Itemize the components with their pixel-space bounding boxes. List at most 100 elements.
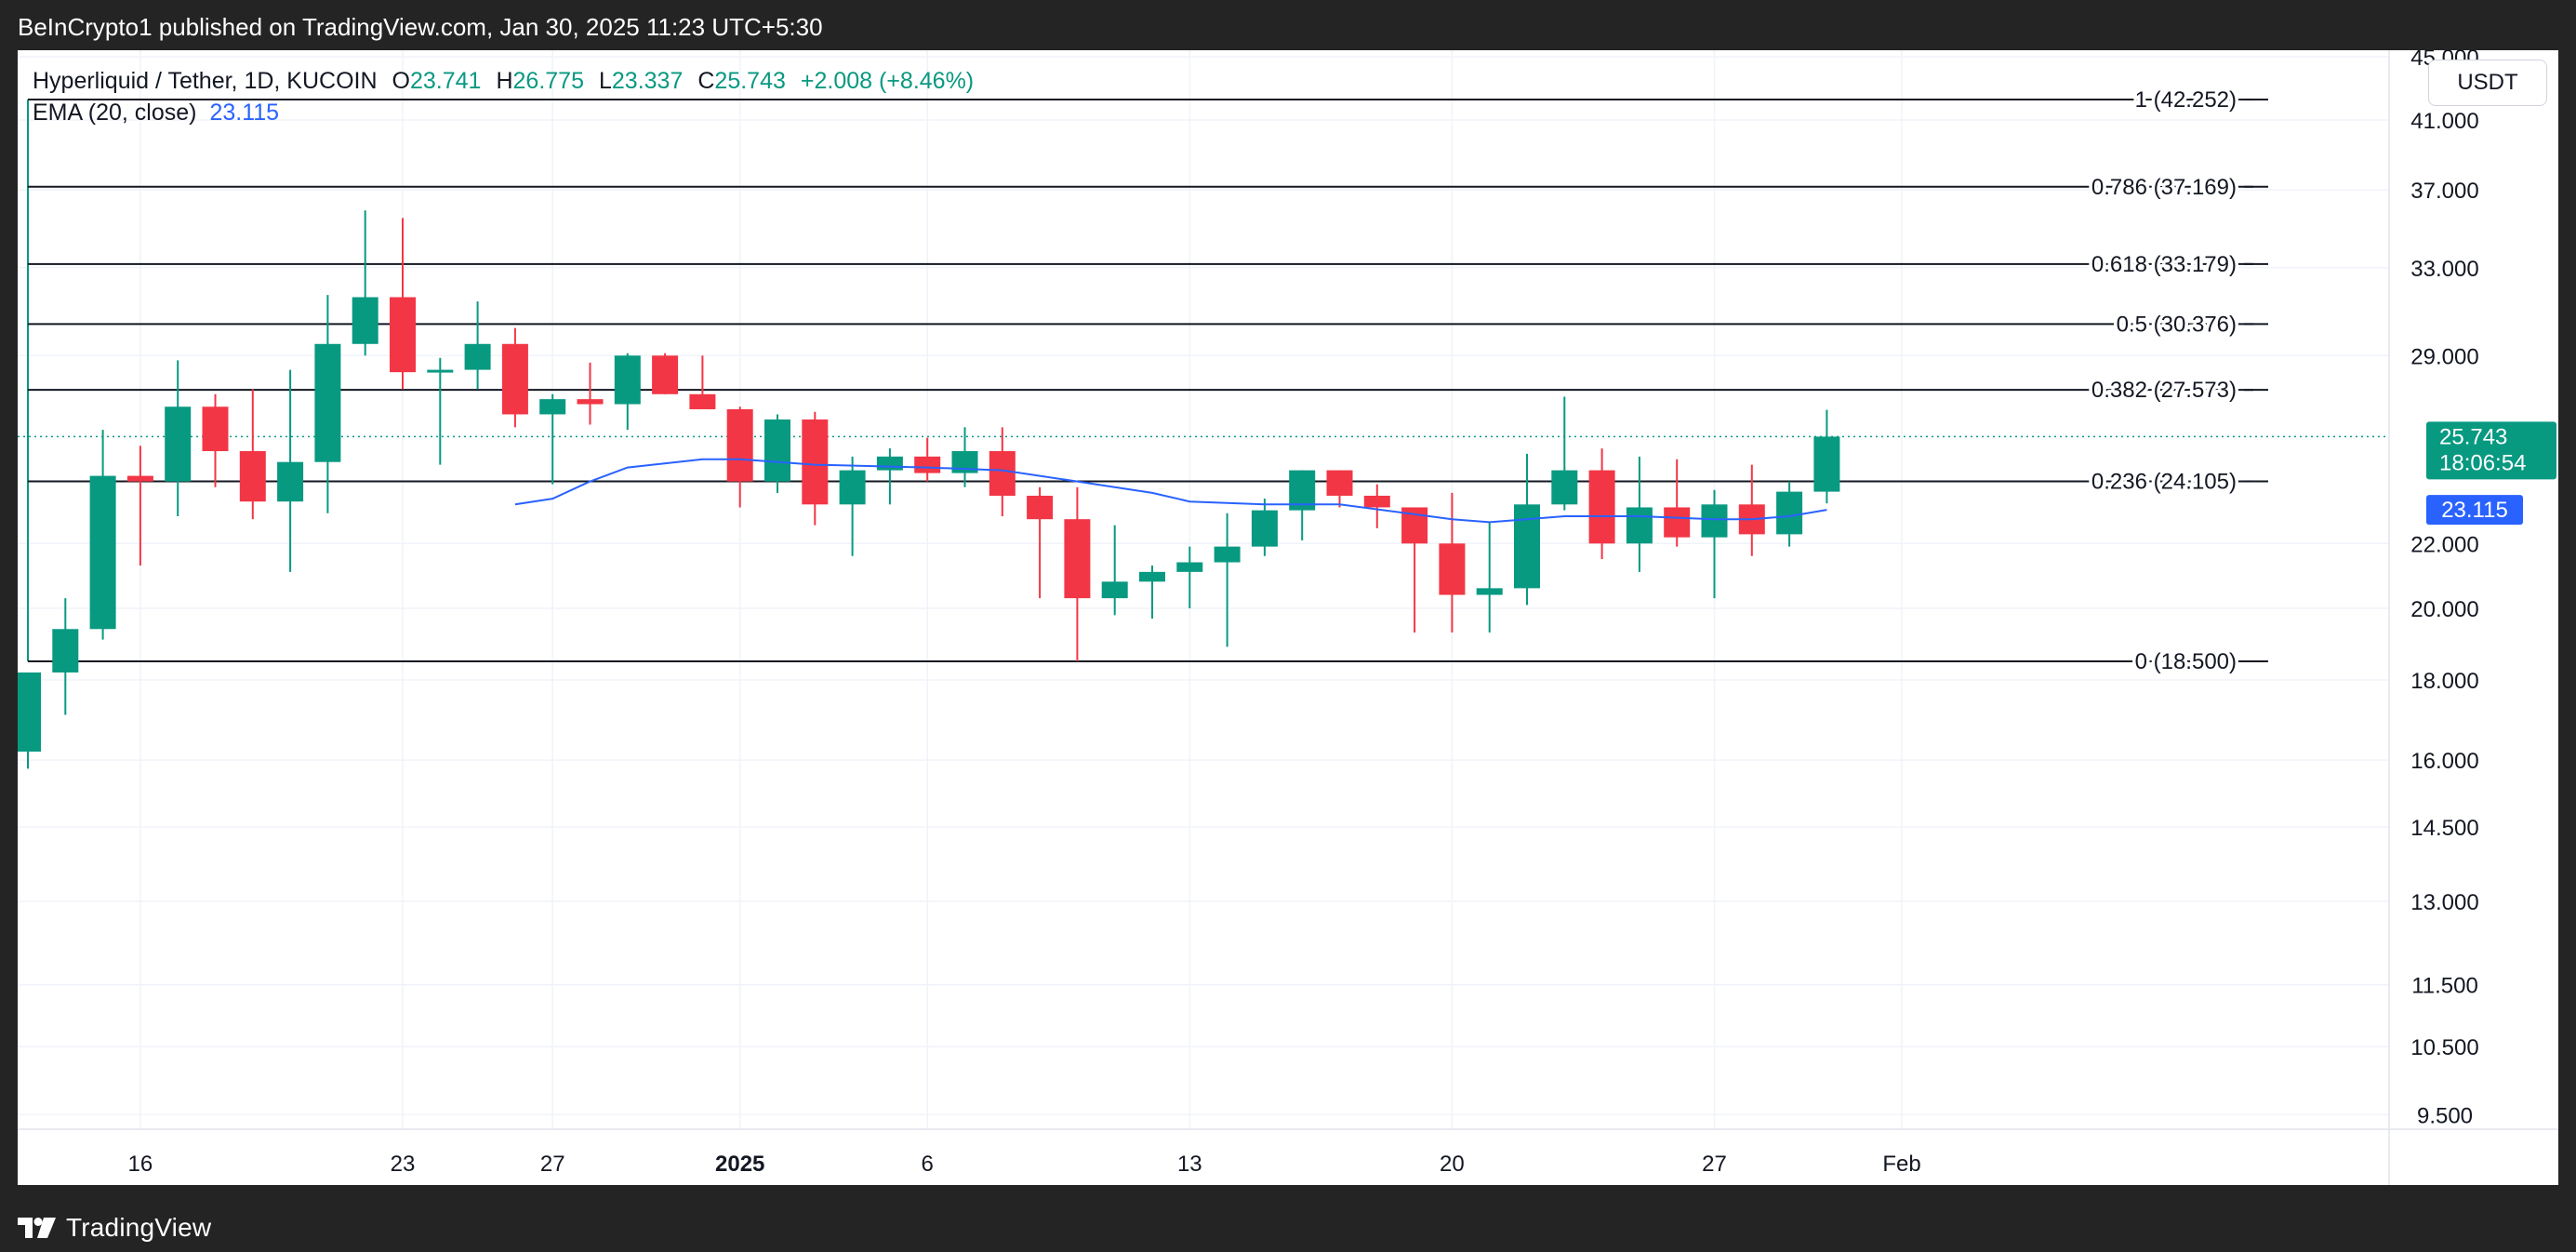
high-value: 26.775 [512,67,584,94]
candle[interactable] [314,295,341,513]
low-value: 23.337 [611,67,684,94]
candle[interactable] [1101,525,1128,616]
candle[interactable] [652,353,679,394]
candle[interactable] [1326,470,1353,508]
candle-body [1813,436,1840,492]
tradingview-logo[interactable]: TradingView [18,1213,211,1243]
candle[interactable] [1401,507,1428,633]
ema-badge-text: 23.115 [2441,498,2508,523]
last-price-text: 25.743 [2439,424,2507,449]
candle[interactable] [614,353,641,431]
x-axis-tick-label: Feb [1882,1152,1920,1177]
currency-button[interactable]: USDT [2428,60,2547,106]
candle[interactable] [689,355,716,409]
candle-body [165,406,192,482]
candle-body [126,475,153,482]
candle[interactable] [277,369,304,572]
candle-body [1588,470,1615,544]
candle-body [1776,491,1803,535]
candle-body [1064,519,1091,599]
ema-value: 23.115 [209,99,280,126]
candle[interactable] [1064,486,1091,662]
candle[interactable] [89,430,116,640]
candle-body [1139,571,1165,582]
candle[interactable] [165,360,192,516]
low-label: L [598,67,612,94]
candle[interactable] [1027,486,1054,599]
candle[interactable] [390,218,416,390]
x-axis-tick-label: 2025 [715,1152,764,1177]
open-value: 23.741 [409,67,482,94]
ema-line [514,458,1827,524]
candle-body [202,406,229,451]
symbol-title[interactable]: Hyperliquid / Tether, 1D, KUCOIN [33,67,378,94]
candle[interactable] [1176,546,1203,608]
candle-body [1476,588,1503,595]
candle[interactable] [1813,409,1840,504]
y-axis-tick-label: 18.000 [2410,669,2478,694]
candle[interactable] [202,393,229,487]
x-axis-tick-label: 27 [1702,1152,1727,1177]
x-axis-tick-label: 23 [391,1152,416,1177]
candle[interactable] [1776,481,1803,547]
candle[interactable] [1476,522,1503,633]
candle[interactable] [126,446,153,566]
candle-body [951,450,978,473]
published-by-text: BeInCrypto1 published on TradingView.com… [18,13,823,41]
candle[interactable] [1588,448,1615,560]
candle[interactable] [989,427,1016,516]
ema-label[interactable]: EMA (20, close) [33,99,197,126]
y-axis-tick-label: 14.500 [2410,816,2478,841]
close-label: C [697,67,715,94]
candle[interactable] [464,301,491,390]
candle[interactable] [1514,453,1540,606]
candle-body [1326,470,1353,496]
candle[interactable] [876,448,903,505]
candle[interactable] [18,672,41,769]
candle-body [1664,507,1691,538]
candle[interactable] [1214,513,1241,647]
candle[interactable] [1701,489,1728,599]
fib-level-label: 0.5 (30.376) [2117,312,2237,337]
fib-level-label: 0.786 (37.169) [2091,175,2237,200]
candle[interactable] [1439,492,1466,633]
candle[interactable] [839,456,866,556]
candle-body [89,475,116,630]
candle[interactable] [764,414,790,493]
ema-value-badge [2426,495,2523,526]
candle[interactable] [52,598,79,715]
chart-panel[interactable]: 1 (42.252) 0.786 (37.169) 0.618 (33.179) 0.… [18,50,2558,1185]
fib-level-label: 1 (42.252) [2135,87,2237,113]
candle-body [614,355,641,405]
candle-body [876,456,903,471]
candle-body [390,297,416,373]
candle[interactable] [1251,499,1278,556]
candle[interactable] [1139,565,1165,619]
x-axis-tick-label: 16 [128,1152,153,1177]
candle[interactable] [427,357,454,465]
last-price-badge [2426,421,2556,480]
fib-level-label: 0.236 (24.105) [2091,469,2237,494]
price-chart[interactable]: 1 (42.252) 0.786 (37.169) 0.618 (33.179) 0.… [18,50,2558,1185]
candle[interactable] [1551,396,1578,511]
y-axis-tick-label: 11.500 [2411,974,2478,999]
candle[interactable] [726,406,753,508]
chart-legend: Hyperliquid / Tether, 1D, KUCOIN O 23.741… [33,65,974,128]
candle-body [1363,495,1390,508]
candle[interactable] [539,393,566,485]
candle[interactable] [1664,459,1691,547]
candle[interactable] [914,437,941,482]
x-axis-tick-label: 13 [1177,1152,1202,1177]
change-value: +2.008 (+8.46%) [800,67,975,94]
candle[interactable] [577,362,604,425]
candle[interactable] [951,427,978,487]
open-label: O [392,67,410,94]
x-axis-tick-label: 20 [1440,1152,1465,1177]
candle[interactable] [802,411,829,526]
candle[interactable] [1363,484,1390,528]
candle[interactable] [1626,456,1653,572]
candle[interactable] [352,210,378,356]
candle[interactable] [501,327,528,428]
candle[interactable] [1738,464,1765,556]
candle[interactable] [239,389,266,520]
